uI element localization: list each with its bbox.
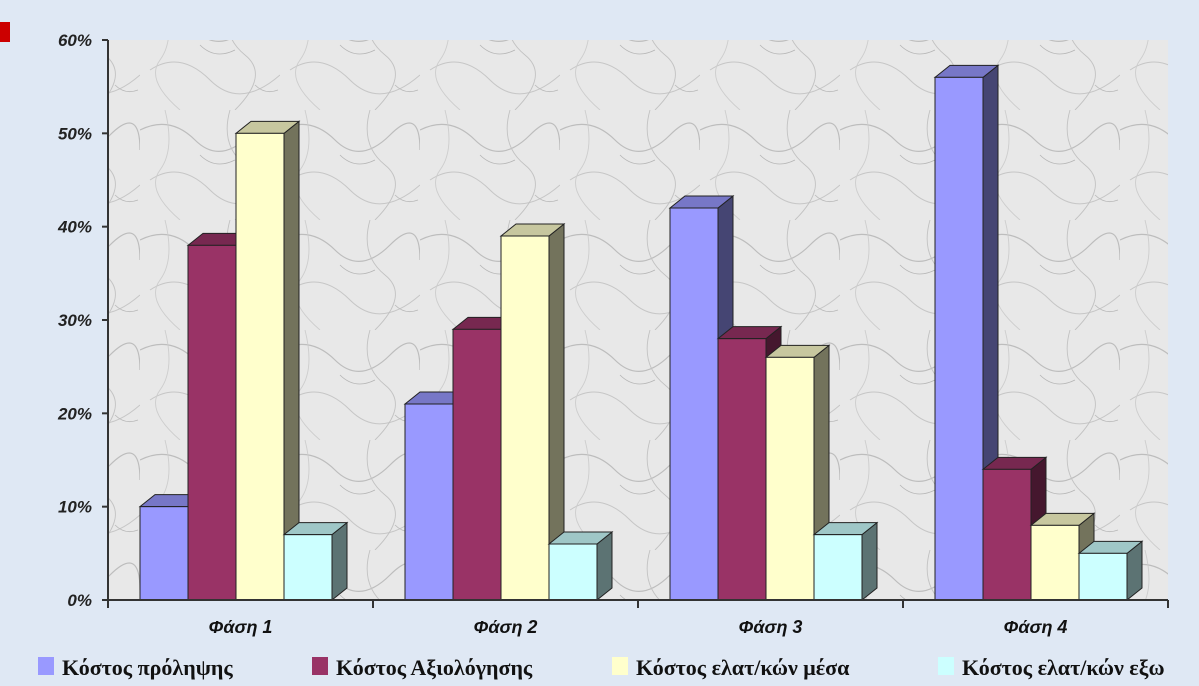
- legend-label: Κόστος πρόληψης: [62, 655, 233, 680]
- x-tick-label: Φάση 2: [474, 617, 538, 637]
- bar-side: [331, 521, 348, 602]
- y-tick-label: 20%: [57, 404, 92, 423]
- bar-side: [861, 521, 878, 602]
- x-tick-label: Φάση 1: [209, 617, 273, 637]
- bar-front: [982, 468, 1032, 601]
- y-tick-label: 30%: [58, 311, 92, 330]
- y-tick-label: 40%: [57, 218, 92, 237]
- legend-label: Κόστος Αξιολόγησης: [336, 655, 533, 680]
- bar: [282, 521, 349, 602]
- x-tick-label: Φάση 4: [1004, 617, 1068, 637]
- bar-front: [500, 235, 550, 601]
- legend-swatch: [312, 657, 328, 675]
- bar-front: [669, 207, 719, 601]
- bar-front: [1030, 524, 1080, 601]
- bar-front: [548, 543, 598, 601]
- legend-label: Κόστος ελατ/κών εξω: [962, 655, 1165, 680]
- legend-label: Κόστος ελατ/κών μέσα: [636, 655, 850, 680]
- slide-marker: [0, 22, 10, 42]
- bar: [812, 521, 879, 602]
- bar-front: [139, 506, 189, 601]
- y-tick-label: 0%: [67, 591, 92, 610]
- bar: [234, 120, 301, 602]
- legend-item: Κόστος πρόληψης: [38, 655, 233, 680]
- bar: [764, 344, 831, 602]
- y-tick-label: 10%: [58, 498, 92, 517]
- bar-front: [813, 534, 863, 601]
- bar-front: [1078, 552, 1128, 601]
- y-tick-label: 60%: [58, 31, 92, 50]
- legend-item: Κόστος Αξιολόγησης: [312, 655, 533, 680]
- bar: [499, 222, 566, 602]
- bar-front: [452, 328, 502, 601]
- legend-swatch: [38, 657, 54, 675]
- bar-front: [283, 534, 333, 601]
- legend-swatch: [938, 657, 954, 675]
- legend-item: Κόστος ελατ/κών εξω: [938, 655, 1165, 680]
- bar-front: [765, 356, 815, 601]
- bar-front: [934, 76, 984, 601]
- bar-front: [404, 403, 454, 601]
- bar-front: [187, 244, 237, 601]
- bar: [1077, 540, 1144, 602]
- x-tick-label: Φάση 3: [739, 617, 803, 637]
- legend-swatch: [612, 657, 628, 675]
- bar-front: [235, 132, 285, 601]
- bar: [547, 530, 614, 602]
- bar-front: [717, 338, 767, 601]
- y-tick-label: 50%: [58, 124, 92, 143]
- legend-item: Κόστος ελατ/κών μέσα: [612, 655, 850, 680]
